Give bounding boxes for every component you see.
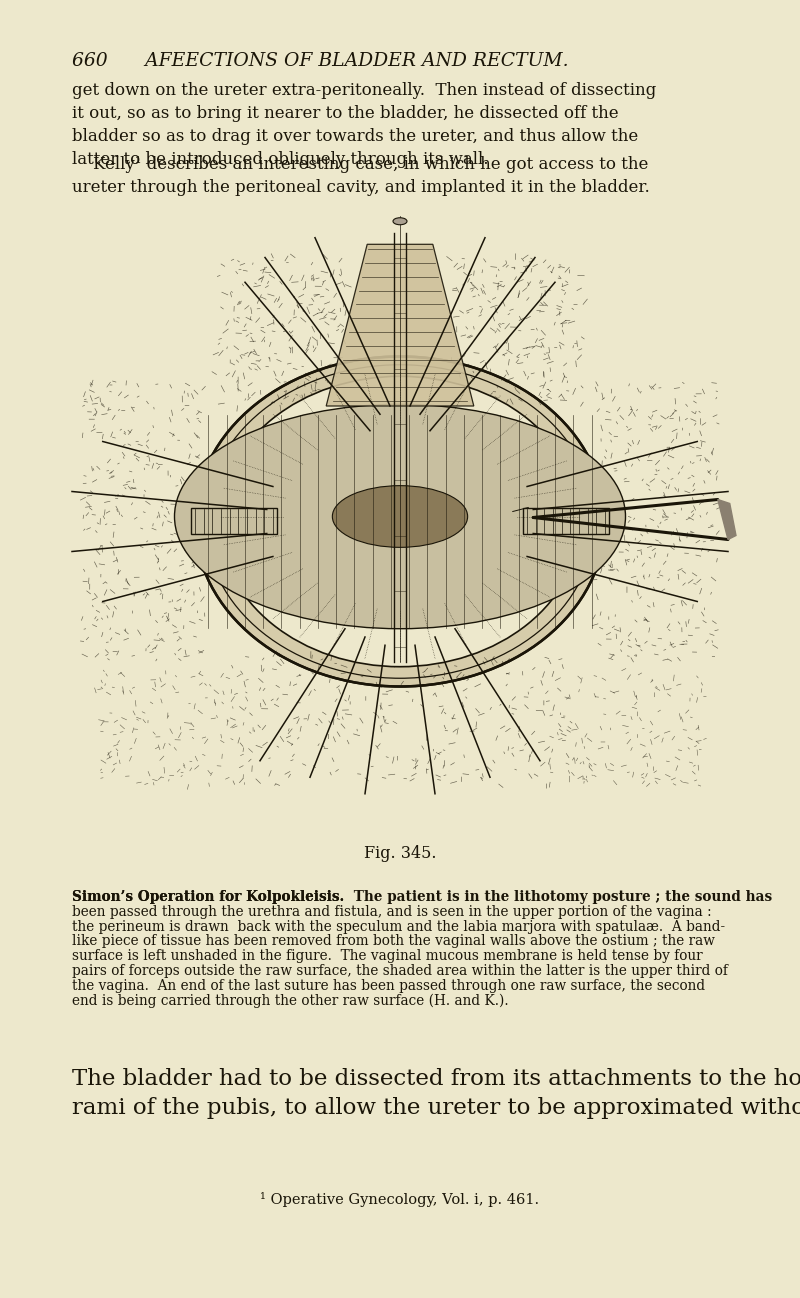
Ellipse shape: [174, 404, 626, 628]
Text: ¹ Operative Gynecology, Vol. i, p. 461.: ¹ Operative Gynecology, Vol. i, p. 461.: [261, 1192, 539, 1207]
Text: like piece of tissue has been removed from both the vaginal walls above the osti: like piece of tissue has been removed fr…: [72, 935, 715, 949]
Ellipse shape: [332, 485, 468, 548]
Text: 660  AFEECTIONS OF BLADDER AND RECTUM.: 660 AFEECTIONS OF BLADDER AND RECTUM.: [72, 52, 569, 70]
Polygon shape: [326, 244, 474, 406]
Text: been passed through the urethra and fistula, and is seen in the upper portion of: been passed through the urethra and fist…: [72, 905, 712, 919]
Text: pairs of forceps outside the raw surface, the shaded area within the latter is t: pairs of forceps outside the raw surface…: [72, 964, 728, 977]
Text: Simon’s Operation for Kolpokleisis.  The patient is in the lithotomy posture ; t: Simon’s Operation for Kolpokleisis. The …: [72, 890, 800, 905]
Ellipse shape: [195, 357, 605, 687]
Text: The bladder had to be dissected from its attachments to the horizontal
rami of t: The bladder had to be dissected from its…: [72, 1068, 800, 1119]
Text: Fig. 345.: Fig. 345.: [364, 845, 436, 862]
Bar: [105, 218, 695, 826]
Ellipse shape: [393, 218, 407, 225]
Bar: [523, 509, 609, 535]
Ellipse shape: [219, 376, 581, 667]
Text: end is being carried through the other raw surface (H. and K.).: end is being carried through the other r…: [72, 993, 509, 1009]
Text: surface is left unshaded in the figure.  The vaginal mucous membrane is held ten: surface is left unshaded in the figure. …: [72, 949, 702, 963]
Text: the vagina.  An end of the last suture has been passed through one raw surface, : the vagina. An end of the last suture ha…: [72, 979, 705, 993]
Text: get down on the ureter extra-peritoneally.  Then instead of dissecting
it out, s: get down on the ureter extra-peritoneall…: [72, 82, 656, 167]
Text: Kelly¹ describes an interesting case, in which he got access to the
ureter throu: Kelly¹ describes an interesting case, in…: [72, 156, 650, 196]
Text: the perineum is drawn  back with the speculum and the labia marjora with spatula: the perineum is drawn back with the spec…: [72, 919, 725, 933]
Bar: [191, 509, 277, 535]
Text: Simon’s Operation for Kolpokleisis.  The patient is in the lithotomy posture ; t: Simon’s Operation for Kolpokleisis. The …: [72, 890, 772, 903]
Polygon shape: [718, 500, 736, 540]
Text: Simon’s Operation for Kolpokleisis.: Simon’s Operation for Kolpokleisis.: [72, 890, 344, 903]
